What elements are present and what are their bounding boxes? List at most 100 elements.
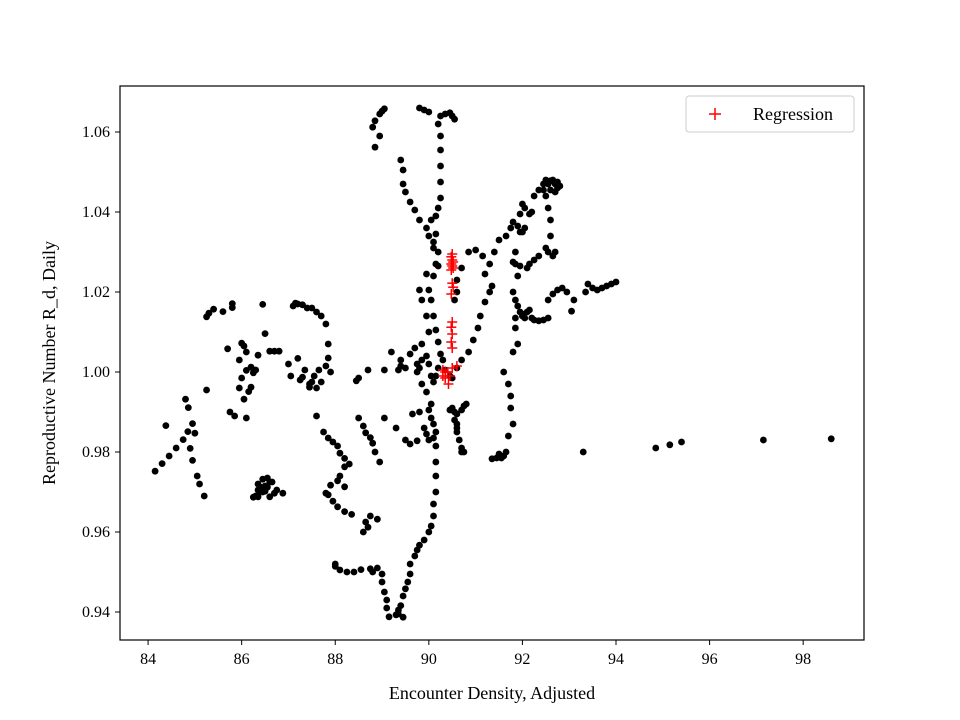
data-point — [238, 374, 246, 382]
data-point — [397, 362, 405, 370]
data-point — [179, 436, 187, 443]
legend: Regression — [685, 95, 855, 133]
y-tick-label: 0.94 — [82, 604, 110, 621]
data-point — [362, 518, 370, 526]
data-point — [395, 610, 402, 618]
data-point — [329, 497, 337, 505]
data-point — [519, 228, 526, 236]
data-point — [434, 248, 442, 256]
data-point — [376, 110, 384, 118]
data-point — [376, 458, 384, 466]
data-point — [399, 166, 407, 174]
data-point — [827, 435, 835, 443]
data-point — [516, 210, 524, 218]
data-point — [341, 463, 349, 471]
data-point — [530, 256, 538, 264]
data-point — [458, 264, 465, 272]
plot-frame — [119, 85, 865, 641]
data-point — [369, 568, 377, 576]
x-tick-label: 90 — [421, 651, 437, 668]
data-point — [364, 366, 372, 374]
data-point — [366, 434, 374, 441]
data-point — [341, 455, 349, 462]
x-tick-label: 88 — [327, 651, 343, 668]
data-point — [563, 288, 571, 296]
data-point — [249, 493, 257, 501]
data-point — [434, 120, 442, 128]
data-point — [430, 378, 437, 386]
data-point — [427, 216, 435, 224]
data-point — [432, 230, 440, 238]
regression-point — [444, 371, 455, 381]
data-point — [376, 132, 384, 140]
data-point — [437, 178, 444, 186]
data-point — [263, 483, 271, 491]
data-point — [371, 448, 379, 456]
data-point — [423, 312, 430, 320]
data-point — [385, 613, 393, 621]
data-point — [432, 428, 440, 436]
y-tick-label: 1.00 — [82, 364, 110, 381]
data-point — [432, 488, 440, 496]
data-point — [759, 436, 767, 444]
data-point — [486, 288, 494, 296]
data-point — [544, 180, 552, 188]
data-point — [151, 467, 159, 475]
data-point — [514, 302, 522, 310]
data-point — [266, 347, 274, 355]
data-point — [511, 314, 519, 322]
regression-point — [443, 379, 454, 389]
data-point — [509, 258, 517, 266]
data-point — [423, 388, 430, 396]
data-point — [509, 420, 517, 428]
data-point — [411, 552, 419, 560]
data-point — [235, 356, 243, 364]
data-point — [210, 305, 217, 313]
data-point — [275, 347, 283, 355]
data-point — [371, 143, 379, 151]
data-point — [423, 270, 430, 278]
data-point — [203, 386, 210, 394]
data-point — [416, 408, 423, 416]
data-point — [579, 448, 587, 456]
data-point — [259, 301, 267, 308]
data-point — [453, 276, 461, 284]
y-tick-label: 0.96 — [82, 524, 110, 541]
data-point — [334, 503, 341, 511]
data-point — [451, 416, 458, 424]
data-point — [425, 232, 433, 240]
data-point — [182, 395, 189, 403]
data-point — [507, 392, 515, 400]
x-tick-label: 92 — [514, 651, 530, 668]
data-point — [535, 186, 543, 194]
data-point — [472, 246, 480, 254]
legend-label-regression: Regression — [753, 104, 833, 124]
series-observed — [151, 104, 835, 621]
data-point — [416, 216, 423, 224]
data-point — [413, 437, 421, 445]
data-point — [430, 500, 437, 508]
regression-point — [446, 337, 457, 347]
data-point — [542, 244, 550, 252]
data-point — [465, 248, 473, 256]
data-point — [430, 272, 437, 280]
data-point — [495, 450, 503, 458]
data-point — [383, 596, 391, 604]
data-point — [544, 296, 552, 304]
data-point — [317, 378, 325, 386]
data-point — [542, 192, 550, 200]
data-point — [488, 455, 496, 463]
data-point — [423, 430, 430, 438]
y-axis-label: Reproductive Number R_d, Daily — [39, 241, 59, 485]
data-point — [430, 434, 437, 442]
data-point — [418, 380, 426, 388]
data-point — [287, 372, 295, 380]
data-point — [235, 384, 243, 392]
x-axis-label: Encounter Density, Adjusted — [389, 683, 595, 703]
data-point — [392, 424, 400, 432]
data-point — [334, 442, 341, 450]
y-axis-ticks: 0.94 0.96 0.98 1.00 1.02 1.04 1.06 — [82, 124, 120, 621]
legend-marker-regression — [709, 108, 721, 120]
data-point — [341, 508, 349, 515]
regression-point — [451, 361, 462, 371]
